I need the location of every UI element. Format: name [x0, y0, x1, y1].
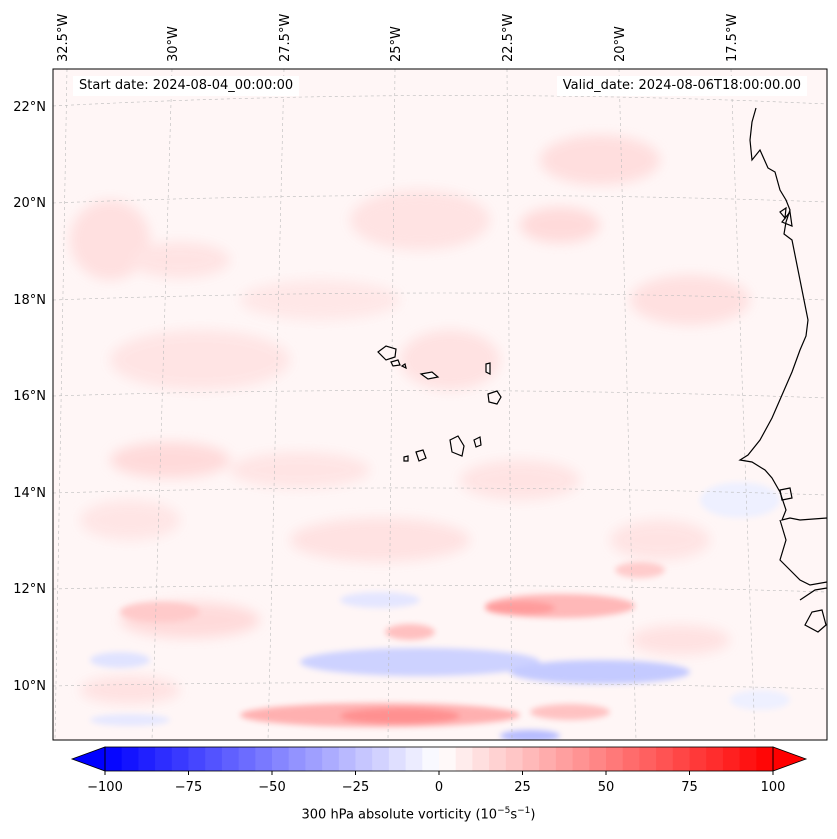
- colorbar-title-exp1: −5: [497, 806, 511, 816]
- lat-label: 10°N: [13, 679, 46, 694]
- colorbar-segment: [105, 747, 123, 771]
- colorbar-segment: [372, 747, 390, 771]
- colorbar-segment: [388, 747, 407, 771]
- colorbar-segment: [555, 747, 574, 771]
- colorbar-segment: [756, 747, 774, 771]
- colorbar-segment: [188, 747, 206, 771]
- colorbar-tick-label: −25: [342, 780, 369, 795]
- colorbar-segment: [221, 747, 240, 771]
- colorbar-segment: [539, 747, 557, 771]
- lon-label: 25°W: [389, 26, 404, 62]
- longitude-labels: 32.5°W 30°W 27.5°W 25°W 22.5°W 20°W 17.5…: [56, 14, 740, 62]
- colorbar-segment: [672, 747, 690, 771]
- colorbar-segment: [405, 747, 423, 771]
- colorbar-title-end: ): [530, 807, 536, 823]
- colorbar-segment: [422, 747, 440, 771]
- colorbar-tick-label: −75: [175, 780, 202, 795]
- colorbar-segment: [305, 747, 323, 771]
- colorbar-tick-label: 50: [598, 780, 615, 795]
- map-border: [52, 68, 828, 741]
- vorticity-field: [70, 135, 790, 740]
- lon-label: 22.5°W: [501, 14, 516, 62]
- colorbar-segment: [606, 747, 624, 771]
- colorbar-segment: [522, 747, 540, 771]
- colorbar-title: 300 hPa absolute vorticity (10−5s−1): [0, 806, 837, 822]
- colorbar-segment: [472, 747, 490, 771]
- colorbar-title-exp2: −1: [517, 806, 531, 816]
- colorbar-tick-label: 25: [514, 780, 531, 795]
- lon-label: 30°W: [166, 26, 181, 62]
- lat-label: 16°N: [13, 389, 46, 404]
- colorbar-extend-min: [70, 746, 106, 772]
- colorbar-segment: [171, 747, 189, 771]
- lon-label: 17.5°W: [725, 14, 740, 62]
- colorbar-segment: [288, 747, 306, 771]
- colorbar-segment: [722, 747, 741, 771]
- colorbar-segment: [572, 747, 590, 771]
- colorbar-title-text: 300 hPa absolute vorticity (10: [301, 807, 498, 823]
- lat-label: 22°N: [13, 100, 46, 115]
- colorbar-tick-label: 0: [435, 780, 443, 795]
- colorbar: −100 −75 −50 −25 0 25 50 75 100: [70, 746, 808, 795]
- colorbar-segment: [272, 747, 290, 771]
- colorbar-segment: [138, 747, 156, 771]
- start-date-label: Start date: 2024-08-04_00:00:00: [73, 76, 300, 96]
- lat-label: 12°N: [13, 582, 46, 597]
- colorbar-segment: [322, 747, 340, 771]
- colorbar-segment: [205, 747, 223, 771]
- colorbar-segment: [656, 747, 674, 771]
- lat-label: 18°N: [13, 293, 46, 308]
- colorbar-extend-max: [772, 746, 808, 772]
- colorbar-segment: [455, 747, 473, 771]
- colorbar-segment: [505, 747, 523, 771]
- colorbar-segment: [689, 747, 707, 771]
- colorbar-segment: [121, 747, 139, 771]
- coastlines: [738, 107, 827, 633]
- gridlines: [53, 69, 827, 740]
- colorbar-tick-label: −50: [258, 780, 285, 795]
- colorbar-segment: [439, 747, 457, 771]
- lat-label: 20°N: [13, 196, 46, 211]
- colorbar-segment: [739, 747, 757, 771]
- colorbar-tick-label: 75: [681, 780, 698, 795]
- lon-label: 27.5°W: [278, 14, 293, 62]
- colorbar-tick-label: 100: [761, 780, 786, 795]
- colorbar-segment: [489, 747, 507, 771]
- colorbar-segment: [706, 747, 724, 771]
- cape-verde-islands: [377, 345, 502, 462]
- valid-date-label: Valid_date: 2024-08-06T18:00:00.00: [556, 76, 807, 96]
- colorbar-segment: [255, 747, 273, 771]
- colorbar-segment: [338, 747, 356, 771]
- lat-label: 14°N: [13, 486, 46, 501]
- lon-label: 32.5°W: [56, 14, 71, 62]
- colorbar-title-unit: s: [510, 807, 518, 823]
- latitude-labels: 22°N 20°N 18°N 16°N 14°N 12°N 10°N: [13, 100, 46, 694]
- lon-label: 20°W: [613, 26, 628, 62]
- colorbar-segment: [639, 747, 657, 771]
- colorbar-segment: [622, 747, 640, 771]
- colorbar-tick-label: −100: [87, 780, 123, 795]
- colorbar-segment: [355, 747, 373, 771]
- colorbar-segment: [155, 747, 173, 771]
- colorbar-segment: [589, 747, 607, 771]
- colorbar-segment: [238, 747, 256, 771]
